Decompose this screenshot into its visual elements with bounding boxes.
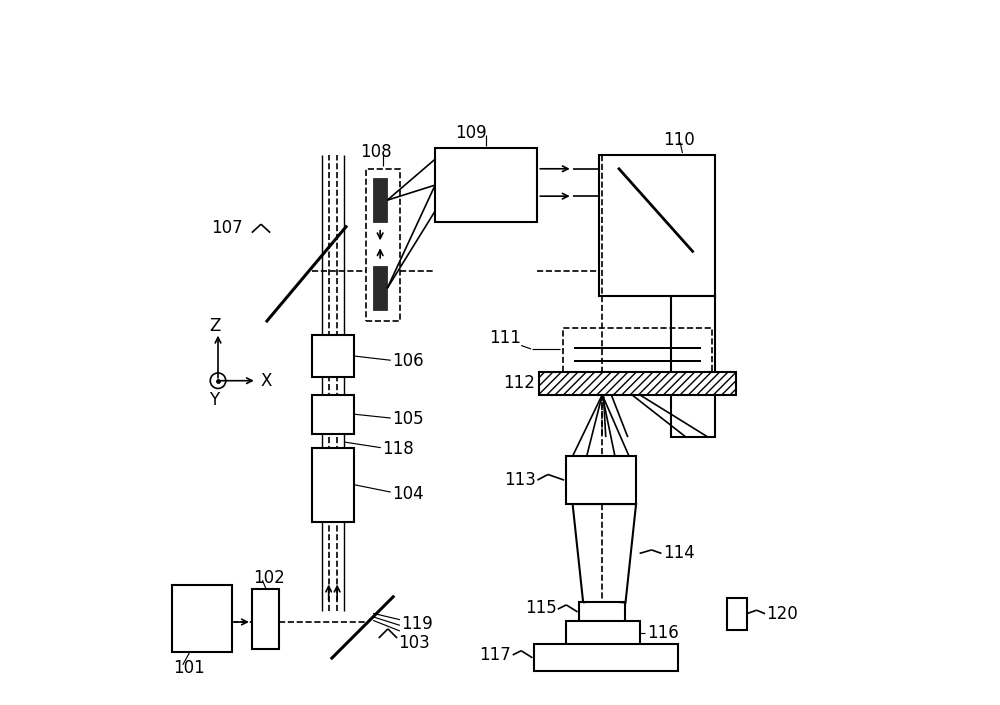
Text: X: X [260, 372, 272, 390]
Polygon shape [573, 504, 636, 603]
Bar [373, 178, 387, 222]
Bar [671, 296, 715, 437]
Bar [563, 328, 712, 381]
Text: 111: 111 [489, 329, 521, 348]
Bar [373, 266, 387, 310]
Text: 106: 106 [392, 352, 424, 370]
Bar [172, 585, 232, 652]
Bar [366, 169, 400, 321]
Bar [312, 335, 354, 377]
Text: Y: Y [209, 391, 220, 410]
Text: 112: 112 [503, 374, 535, 392]
Text: 120: 120 [766, 605, 798, 623]
Text: 108: 108 [360, 142, 392, 161]
Text: 110: 110 [663, 130, 694, 149]
Text: 104: 104 [392, 484, 424, 503]
Bar [534, 644, 678, 671]
Bar [312, 395, 354, 434]
Bar [566, 456, 636, 504]
Text: 118: 118 [382, 440, 414, 458]
Text: Z: Z [209, 317, 220, 336]
Bar [435, 148, 537, 222]
Text: 109: 109 [455, 123, 487, 142]
Text: 103: 103 [398, 634, 430, 652]
Bar [566, 621, 640, 645]
Text: 115: 115 [525, 599, 556, 618]
Bar [539, 372, 736, 395]
Text: 119: 119 [401, 615, 433, 633]
Text: 116: 116 [647, 624, 678, 642]
Text: 102: 102 [253, 569, 285, 587]
Text: 114: 114 [663, 544, 695, 563]
Text: 117: 117 [480, 646, 511, 664]
Bar [312, 448, 354, 522]
Text: 101: 101 [174, 658, 205, 677]
Text: 113: 113 [504, 471, 536, 489]
Text: 105: 105 [392, 410, 424, 428]
Bar [599, 155, 715, 296]
Bar [727, 598, 747, 630]
Bar [252, 589, 279, 649]
Bar [579, 602, 625, 622]
Text: 107: 107 [211, 219, 243, 237]
